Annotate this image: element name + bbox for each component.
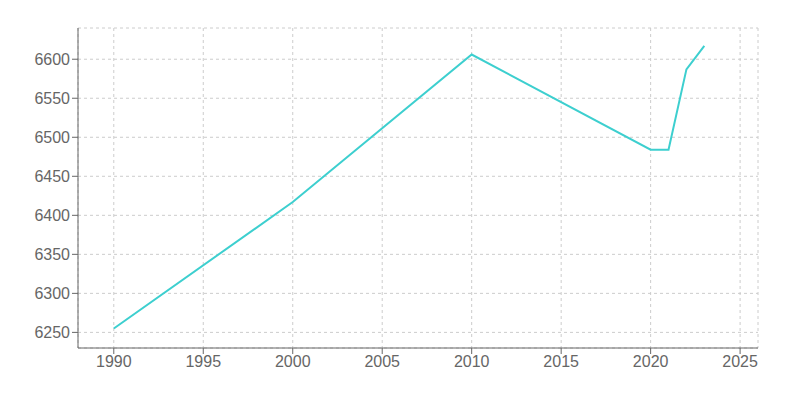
svg-text:2015: 2015 (543, 353, 579, 370)
svg-text:6550: 6550 (34, 90, 70, 107)
svg-text:6400: 6400 (34, 207, 70, 224)
svg-text:1995: 1995 (185, 353, 221, 370)
svg-text:1990: 1990 (96, 353, 132, 370)
svg-text:2025: 2025 (722, 353, 758, 370)
svg-text:6500: 6500 (34, 129, 70, 146)
svg-text:2000: 2000 (275, 353, 311, 370)
svg-text:6450: 6450 (34, 168, 70, 185)
svg-text:6350: 6350 (34, 246, 70, 263)
svg-text:2010: 2010 (454, 353, 490, 370)
svg-text:6600: 6600 (34, 51, 70, 68)
svg-text:2005: 2005 (364, 353, 400, 370)
svg-text:6250: 6250 (34, 324, 70, 341)
svg-text:6300: 6300 (34, 285, 70, 302)
svg-text:2020: 2020 (633, 353, 669, 370)
